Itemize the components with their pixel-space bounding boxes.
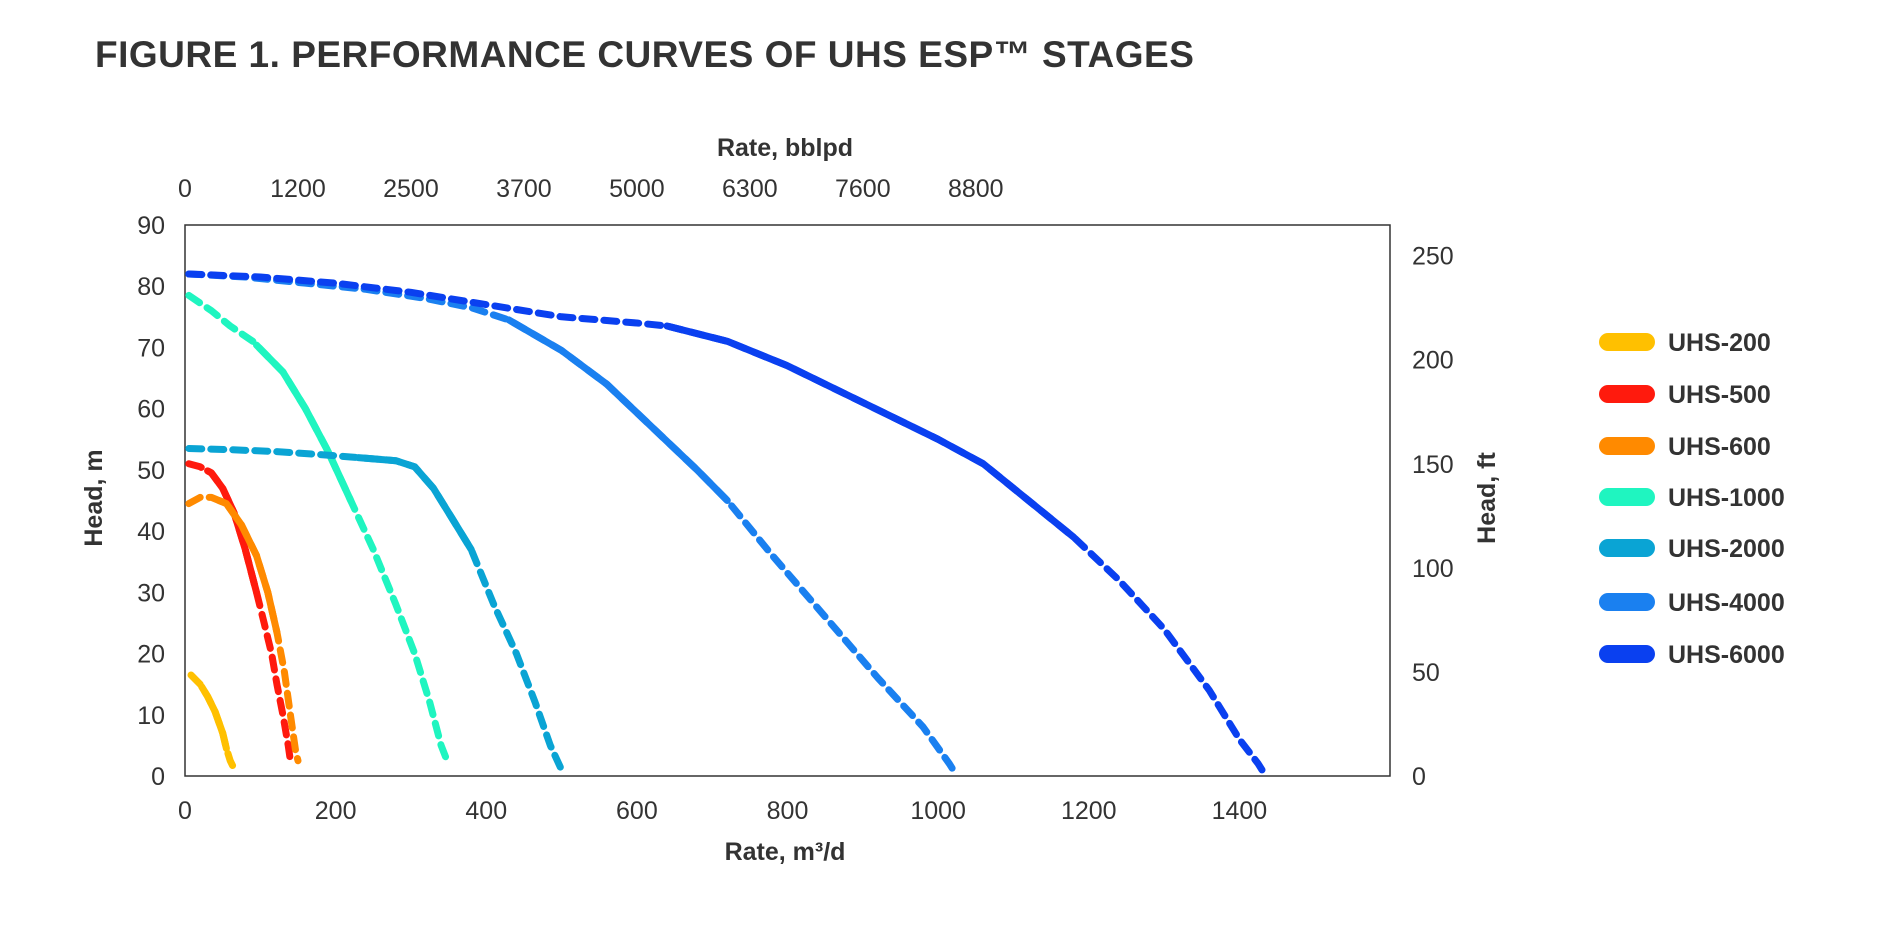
legend: UHS-200 UHS-500 UHS-600 UHS-1000 UHS-2000 UHS… bbox=[1599, 329, 1785, 669]
y-tick-label: 0 bbox=[151, 763, 165, 791]
right-y-tick-label: 200 bbox=[1412, 347, 1454, 375]
x-tick-label: 800 bbox=[767, 797, 809, 825]
x-tick-label: 600 bbox=[616, 797, 658, 825]
right-y-tick-label: 50 bbox=[1412, 659, 1440, 687]
top-x-tick-label: 1200 bbox=[270, 175, 326, 203]
top-x-axis-title: Rate, bblpd bbox=[717, 134, 853, 162]
top-x-tick-label: 7600 bbox=[835, 175, 891, 203]
legend-label: UHS-6000 bbox=[1668, 641, 1785, 669]
right-y-axis-title: Head, ft bbox=[1473, 451, 1501, 543]
y-tick-label: 30 bbox=[137, 579, 165, 607]
y-tick-label: 10 bbox=[137, 702, 165, 730]
y-axis-title: Head, m bbox=[80, 449, 108, 546]
figure-title: FIGURE 1. PERFORMANCE CURVES OF UHS ESP™… bbox=[95, 34, 1195, 75]
y-tick-label: 50 bbox=[137, 457, 165, 485]
plot-border bbox=[184, 224, 1391, 777]
curve-dashed-uhs-2000 bbox=[185, 445, 566, 774]
x-tick-label: 200 bbox=[315, 797, 357, 825]
legend-label: UHS-1000 bbox=[1668, 484, 1785, 512]
top-x-tick-label: 0 bbox=[178, 175, 192, 203]
top-x-tick-label: 6300 bbox=[722, 175, 778, 203]
curve-solid-uhs-2000 bbox=[354, 454, 475, 553]
curve-solid-uhs-200 bbox=[198, 683, 230, 752]
y-tick-label: 80 bbox=[137, 273, 165, 301]
x-tick-label: 0 bbox=[178, 797, 192, 825]
x-axis-title: Rate, m³/d bbox=[725, 838, 846, 866]
y-tick-label: 60 bbox=[137, 396, 165, 424]
legend-label: UHS-2000 bbox=[1668, 535, 1785, 563]
curve-solid-uhs-4000 bbox=[505, 316, 731, 504]
right-y-tick-label: 250 bbox=[1412, 243, 1454, 271]
legend-label: UHS-500 bbox=[1668, 381, 1771, 409]
ticks-layer: 0 200 400 600 800 1000 1200 1400010203040506070… bbox=[137, 175, 1454, 825]
x-tick-label: 1200 bbox=[1061, 797, 1117, 825]
curve-dashed-uhs-4000 bbox=[185, 270, 957, 774]
curve-solid-uhs-1000 bbox=[253, 341, 355, 504]
top-x-tick-label: 2500 bbox=[383, 175, 439, 203]
right-y-tick-label: 0 bbox=[1412, 763, 1426, 791]
plot-frame bbox=[184, 224, 1391, 777]
curves-layer bbox=[185, 270, 1266, 774]
top-x-tick-label: 8800 bbox=[948, 175, 1004, 203]
curve-solid-uhs-500 bbox=[204, 467, 260, 596]
curve-solid-uhs-600 bbox=[215, 497, 281, 636]
curve-solid-uhs-6000 bbox=[663, 322, 1078, 541]
curve-dashed-uhs-6000 bbox=[185, 270, 1266, 774]
y-tick-label: 90 bbox=[137, 212, 165, 240]
legend-label: UHS-200 bbox=[1668, 329, 1771, 357]
x-tick-label: 1000 bbox=[910, 797, 966, 825]
curve-dashed-uhs-1000 bbox=[185, 291, 451, 765]
top-x-tick-label: 5000 bbox=[609, 175, 665, 203]
right-y-tick-label: 150 bbox=[1412, 451, 1454, 479]
legend-label: UHS-600 bbox=[1668, 433, 1771, 461]
y-tick-label: 20 bbox=[137, 641, 165, 669]
x-tick-label: 400 bbox=[465, 797, 507, 825]
curve-dashed-uhs-200 bbox=[187, 671, 237, 771]
x-tick-label: 1400 bbox=[1212, 797, 1268, 825]
top-x-tick-label: 3700 bbox=[496, 175, 552, 203]
legend-label: UHS-4000 bbox=[1668, 589, 1785, 617]
y-tick-label: 40 bbox=[137, 518, 165, 546]
y-tick-label: 70 bbox=[137, 334, 165, 362]
right-y-tick-label: 100 bbox=[1412, 555, 1454, 583]
